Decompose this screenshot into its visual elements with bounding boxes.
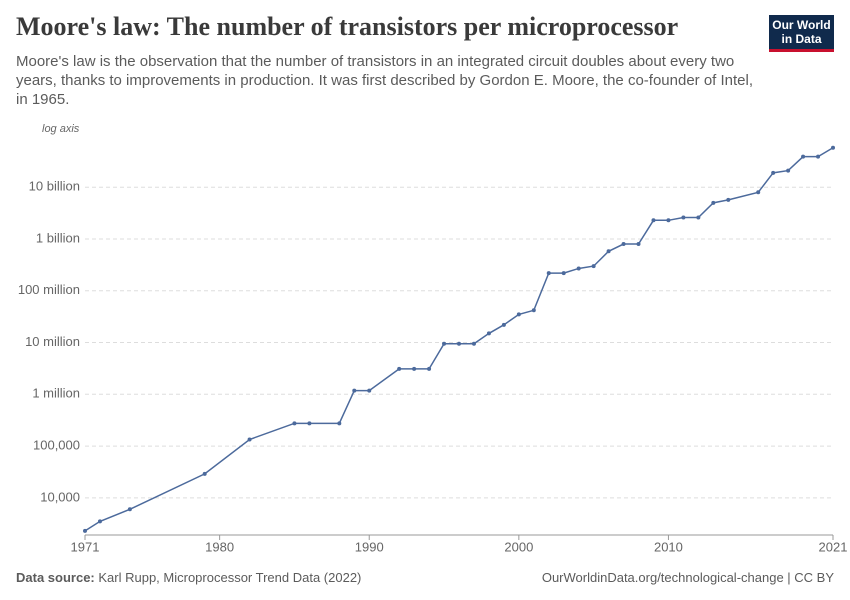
- logo-line: in Data: [781, 32, 822, 46]
- y-tick-label: 100 million: [18, 282, 80, 297]
- point: [666, 218, 671, 223]
- point: [352, 388, 357, 393]
- y-tick-label: 10 billion: [29, 179, 80, 194]
- point: [292, 421, 297, 426]
- chart-title: Moore's law: The number of transistors p…: [16, 12, 679, 41]
- point: [681, 215, 686, 220]
- point: [501, 322, 506, 327]
- x-tick-label: 2021: [819, 539, 848, 554]
- point: [561, 271, 566, 276]
- logo[interactable]: Our World in Data: [769, 15, 834, 52]
- point: [471, 341, 476, 346]
- axis-note: log axis: [42, 123, 80, 135]
- point: [337, 421, 342, 426]
- source: Data source: Karl Rupp, Microprocessor T…: [16, 570, 361, 585]
- x-tick-label: 1980: [205, 539, 234, 554]
- point: [202, 471, 207, 476]
- point: [711, 200, 716, 205]
- point: [786, 168, 791, 173]
- point: [531, 308, 536, 313]
- point: [816, 154, 821, 159]
- point: [247, 437, 252, 442]
- point: [442, 341, 447, 346]
- point: [367, 388, 372, 393]
- point: [726, 197, 731, 202]
- point: [831, 145, 835, 150]
- point: [127, 507, 132, 512]
- point: [546, 271, 551, 276]
- y-tick-label: 1 million: [32, 386, 80, 401]
- source-text: Karl Rupp, Microprocessor Trend Data (20…: [98, 570, 362, 585]
- point: [771, 170, 776, 175]
- x-tick-label: 2010: [654, 539, 683, 554]
- source-label: Data source:: [16, 570, 95, 585]
- point: [412, 366, 417, 371]
- x-tick-label: 2000: [504, 539, 533, 554]
- point: [427, 366, 432, 371]
- x-tick-label: 1971: [71, 539, 100, 554]
- logo-line: Our World: [772, 18, 831, 32]
- point: [801, 154, 806, 159]
- point: [621, 242, 626, 247]
- point: [516, 312, 521, 317]
- point: [636, 242, 641, 247]
- point: [486, 331, 491, 336]
- point: [397, 366, 402, 371]
- chart-subtitle: Moore's law is the observation that the …: [16, 53, 754, 108]
- point: [591, 264, 596, 269]
- series-line: [84, 147, 834, 532]
- point: [457, 341, 461, 346]
- footer-link[interactable]: OurWorldinData.org/technological-change …: [541, 570, 834, 585]
- point: [696, 215, 701, 220]
- point: [576, 266, 581, 271]
- point: [756, 190, 761, 195]
- point: [97, 519, 102, 524]
- y-tick-label: 100,000: [33, 438, 80, 453]
- x-tick-label: 1990: [355, 539, 384, 554]
- y-tick-label: 1 billion: [36, 230, 80, 245]
- point: [307, 421, 312, 426]
- point: [606, 249, 611, 254]
- y-tick-label: 10,000: [40, 489, 80, 504]
- y-tick-label: 10 million: [25, 334, 80, 349]
- point: [651, 218, 656, 223]
- point: [83, 528, 87, 533]
